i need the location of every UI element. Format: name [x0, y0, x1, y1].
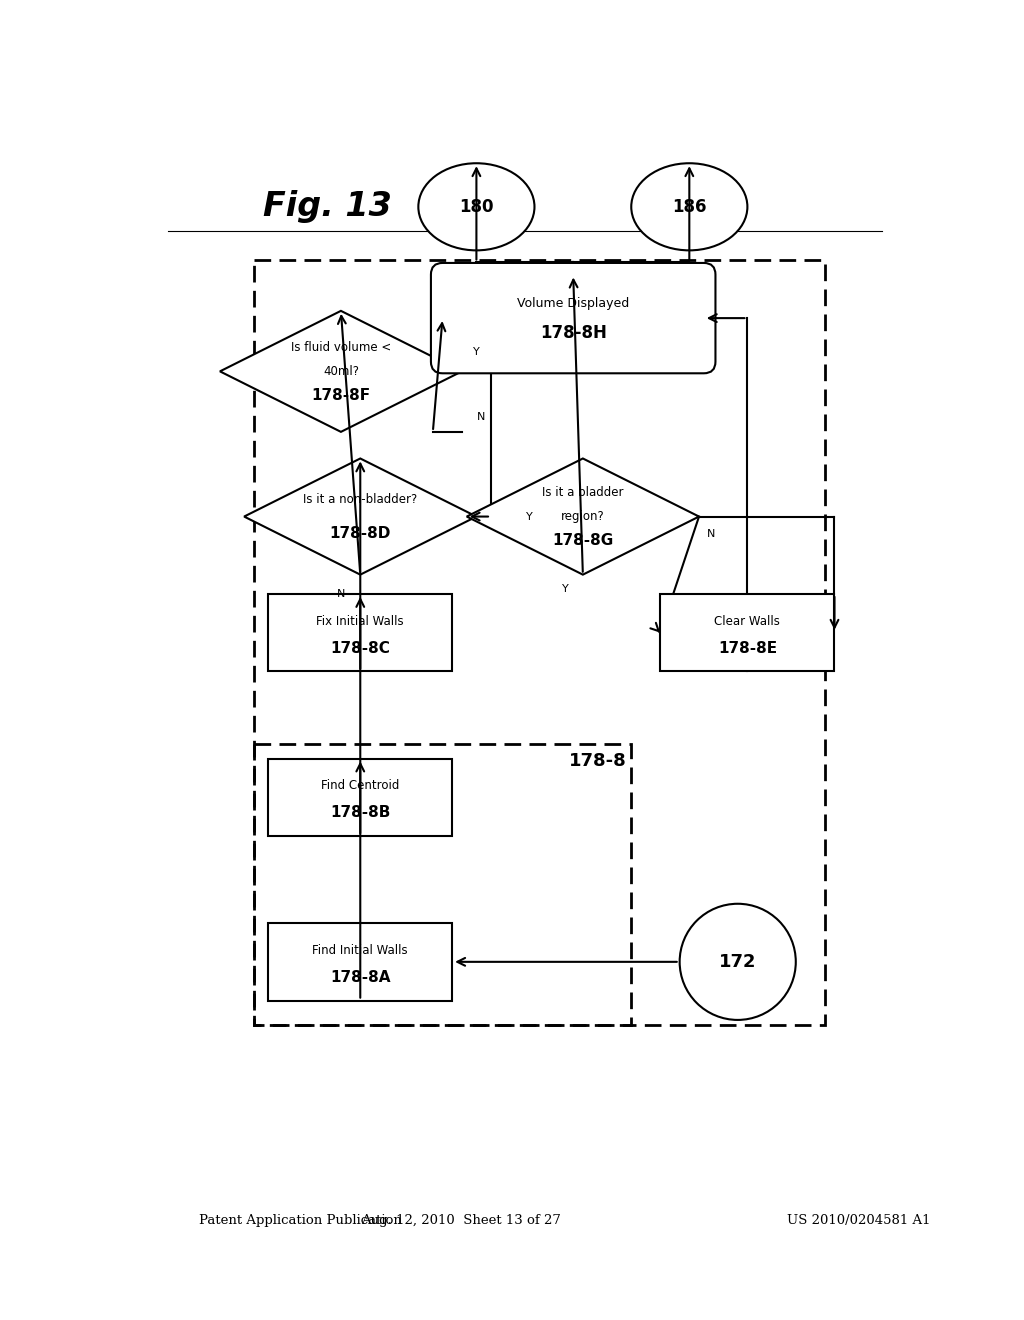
Text: Find Centroid: Find Centroid — [322, 779, 399, 792]
Text: Y: Y — [562, 585, 568, 594]
FancyBboxPatch shape — [268, 759, 453, 836]
Text: 178-8B: 178-8B — [330, 805, 390, 820]
Text: 186: 186 — [672, 198, 707, 215]
Text: Fix Initial Walls: Fix Initial Walls — [316, 615, 404, 627]
Text: Is fluid volume <: Is fluid volume < — [291, 341, 391, 354]
Text: Volume Displayed: Volume Displayed — [517, 297, 630, 310]
Text: US 2010/0204581 A1: US 2010/0204581 A1 — [786, 1214, 930, 1228]
Text: 178-8A: 178-8A — [330, 970, 390, 985]
Text: Y: Y — [473, 347, 480, 356]
Text: N: N — [707, 529, 715, 539]
Text: 172: 172 — [719, 953, 757, 970]
Text: Clear Walls: Clear Walls — [715, 615, 780, 627]
Polygon shape — [244, 458, 476, 574]
Text: N: N — [477, 412, 485, 422]
Text: Fig. 13: Fig. 13 — [263, 190, 392, 223]
Text: Find Initial Walls: Find Initial Walls — [312, 944, 409, 957]
Circle shape — [680, 904, 796, 1020]
Text: 178-8H: 178-8H — [540, 323, 606, 342]
Text: 178-8C: 178-8C — [331, 640, 390, 656]
Text: 178-8G: 178-8G — [552, 533, 613, 548]
Text: 180: 180 — [459, 198, 494, 215]
FancyBboxPatch shape — [268, 923, 453, 1001]
Ellipse shape — [631, 164, 748, 251]
Text: Is it a non-bladder?: Is it a non-bladder? — [303, 492, 418, 506]
Text: 178-8D: 178-8D — [330, 527, 391, 541]
Text: 178-8: 178-8 — [568, 752, 627, 770]
FancyBboxPatch shape — [431, 263, 716, 374]
FancyBboxPatch shape — [268, 594, 453, 672]
Text: 178-8F: 178-8F — [311, 388, 371, 403]
Text: Is it a bladder: Is it a bladder — [542, 486, 624, 499]
Ellipse shape — [419, 164, 535, 251]
Text: Aug. 12, 2010  Sheet 13 of 27: Aug. 12, 2010 Sheet 13 of 27 — [361, 1214, 561, 1228]
Text: Y: Y — [526, 512, 534, 521]
Polygon shape — [220, 312, 462, 432]
Text: 40ml?: 40ml? — [323, 364, 359, 378]
Text: region?: region? — [561, 510, 605, 523]
Text: 178-8E: 178-8E — [718, 640, 777, 656]
Polygon shape — [467, 458, 699, 574]
Text: Patent Application Publication: Patent Application Publication — [200, 1214, 402, 1228]
FancyBboxPatch shape — [660, 594, 835, 672]
Text: N: N — [337, 589, 345, 599]
